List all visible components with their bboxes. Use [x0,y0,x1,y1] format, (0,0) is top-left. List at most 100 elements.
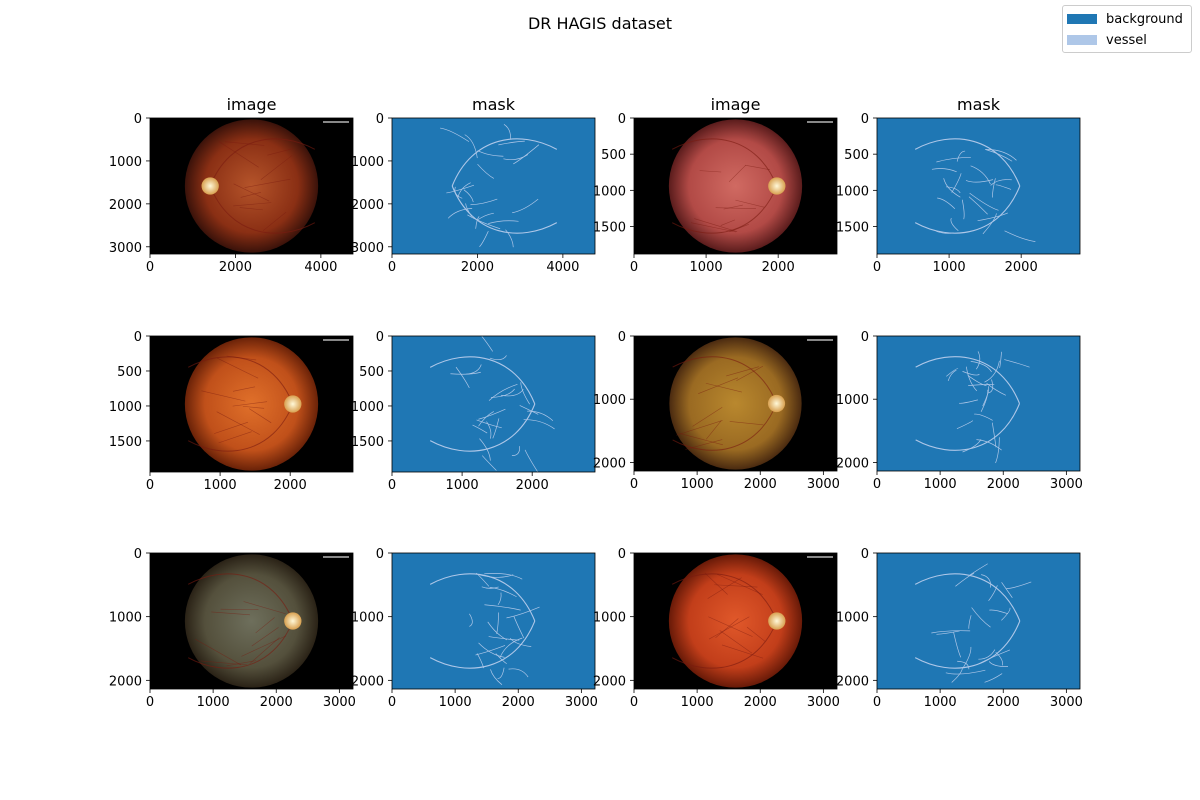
y-tick-label: 2000 [351,674,384,689]
x-tick-label: 1000 [681,695,714,710]
vessel-branch [476,419,502,429]
vessel-branch [464,134,478,159]
subplot-image [634,118,837,254]
vessel-branch [976,649,1011,665]
y-tick-label: 1000 [351,611,384,626]
fundus-vessel [744,164,770,171]
y-tick-label: 2000 [836,456,869,471]
y-tick-label: 0 [134,330,142,345]
x-tick-label: 2000 [987,477,1020,492]
vessel-branch [481,336,494,352]
axes-frame [149,552,354,690]
x-tick-label: 0 [146,260,154,275]
vessel-branch [489,586,517,598]
x-tick-label: 0 [630,695,638,710]
vessel-branch [968,615,972,629]
fundus-vessel [672,356,777,404]
vessel-branch [995,437,1000,464]
vessel-branch [984,673,1003,683]
y-tick-label: 1500 [109,435,142,450]
optic-disc [284,612,302,630]
fundus-vessel [680,433,723,446]
vessel-branch [499,637,523,658]
fundus-vessel [209,138,316,187]
y-tick-label: 1000 [109,611,142,626]
x-tick-label: 2000 [274,478,307,493]
x-tick-label: 2000 [744,695,777,710]
subplot-image [150,553,353,689]
x-tick-label: 3000 [323,695,356,710]
y-tick-label: 1000 [351,400,384,415]
y-tick-label: 1500 [351,435,384,450]
x-tick-label: 0 [388,260,396,275]
fundus-vessel [232,401,268,407]
x-tick-label: 0 [873,695,881,710]
fundus-disc [184,554,319,688]
vessel-branch [981,574,992,588]
fundus-vessel [201,390,246,402]
y-tick-label: 0 [618,112,626,127]
vessel-branch [478,408,506,420]
subplot-7: 0 1000 2000 3000 0 1000 2000 [593,330,840,492]
x-tick-label: 3000 [1050,695,1083,710]
x-tick-label: 0 [146,478,154,493]
fundus-vessel [187,356,294,405]
fundus-vessel [226,660,257,667]
y-tick-label: 0 [376,112,384,127]
fundus-vessel [671,185,778,234]
fundus-vessel [240,192,262,198]
axes-frame [391,335,596,473]
y-tick-label: 0 [134,112,142,127]
vessel-branch [947,369,957,382]
y-tick-label: 0 [618,547,626,562]
optic-disc [768,177,786,195]
x-tick-label: 0 [873,477,881,492]
vessel-arcade [451,138,558,187]
vessel-branch [479,438,491,461]
vessel-branch [488,220,519,224]
fundus-vessel [676,420,723,436]
vessel-branch [946,368,959,377]
y-tick-label: 1000 [593,611,626,626]
vessel-branch [486,421,492,439]
vessel-branch [512,198,539,214]
legend-swatch-vessel [1067,35,1097,45]
fundus-vessel [243,601,286,615]
fundus-vessel [729,421,764,426]
vessel-branch [955,573,975,587]
fundus-vessel [218,431,252,444]
vessel-branch [987,379,994,394]
fundus-vessel [708,616,753,637]
fundus-vessel [232,386,256,392]
fundus-vessel [721,644,764,659]
subplot-6: 0 1000 2000 0 500 1000 1500 [351,330,596,493]
x-tick-label: 0 [388,695,396,710]
vessel-branch [956,420,974,430]
fundus-vessel [211,611,250,616]
vessel-branch [475,572,490,587]
fundus-vessel [226,355,257,361]
vessel-branch [477,150,504,157]
vessel-branch [989,609,1008,615]
fundus-vessel [200,660,247,666]
vessel-branch [509,637,532,647]
fundus-vessel [244,178,291,188]
fundus-vessel [694,218,738,232]
vessel-branch [478,574,514,578]
vessel-branch [992,178,996,198]
axes-frame [876,335,1081,472]
vessel-branch [1001,582,1013,598]
fundus-vessel [260,155,293,180]
vessel-branch [455,366,470,389]
vessel-branch [481,455,497,471]
fundus-vessel [195,638,242,666]
fundus-vessel [719,630,753,654]
subplot-image [877,118,1080,254]
x-tick-label: 1000 [197,695,230,710]
mask-background [392,118,595,254]
y-tick-label: 500 [359,365,384,380]
vessel-branch [505,229,514,248]
axes-frame [149,335,354,473]
axes-frame [391,552,596,690]
vessel-branch [508,668,529,678]
